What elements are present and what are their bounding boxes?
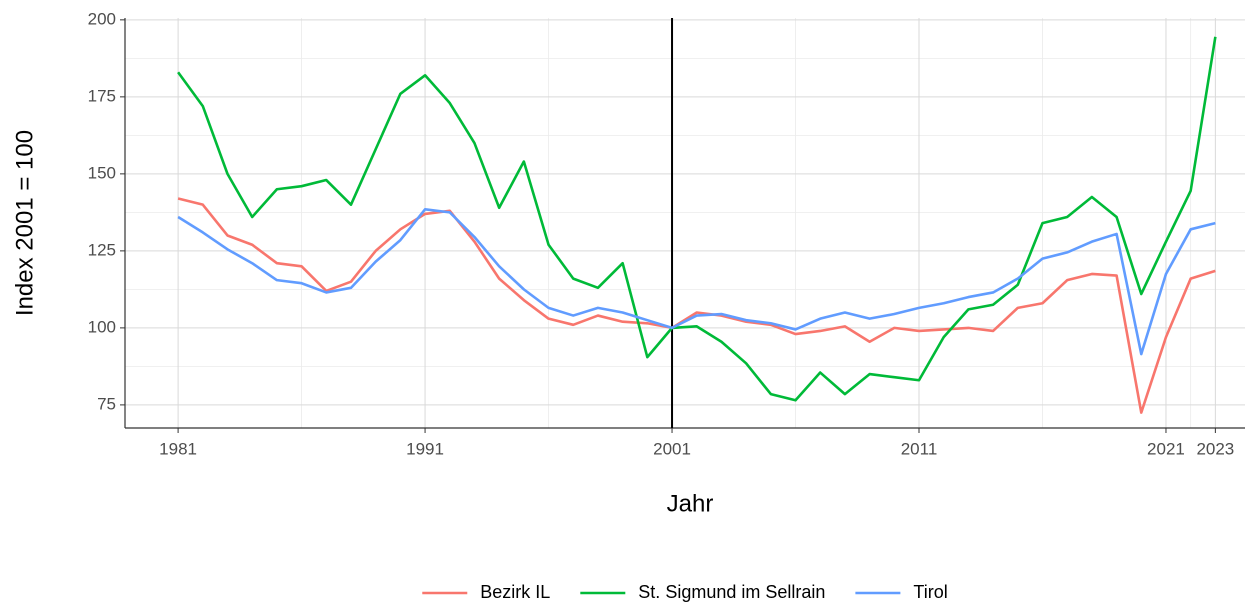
y-tick-label: 150 xyxy=(88,163,116,182)
x-tick-label: 2011 xyxy=(901,439,938,458)
x-axis-title: Jahr xyxy=(667,490,714,517)
y-tick-label: 100 xyxy=(88,317,116,336)
x-tick-label: 1991 xyxy=(406,439,444,458)
line-series xyxy=(177,36,1217,402)
x-tick-label: 1981 xyxy=(159,439,197,458)
x-tick-label: 2023 xyxy=(1196,439,1234,458)
legend: Bezirk IL St. Sigmund im Sellrain Tirol xyxy=(422,582,948,602)
x-tick-label: 2021 xyxy=(1147,439,1185,458)
legend-label: Bezirk IL xyxy=(480,582,550,602)
x-tick-label: 2001 xyxy=(653,439,691,458)
y-tick-label: 200 xyxy=(88,9,116,28)
y-tick-label: 175 xyxy=(88,86,116,105)
line-series xyxy=(177,197,1216,414)
legend-label: Tirol xyxy=(913,582,947,602)
y-tick-label: 75 xyxy=(97,394,116,413)
line-series xyxy=(177,207,1216,356)
y-tick-label: 125 xyxy=(88,240,116,259)
legend-label: St. Sigmund im Sellrain xyxy=(638,582,825,602)
y-axis-title: Index 2001 = 100 xyxy=(11,130,38,316)
